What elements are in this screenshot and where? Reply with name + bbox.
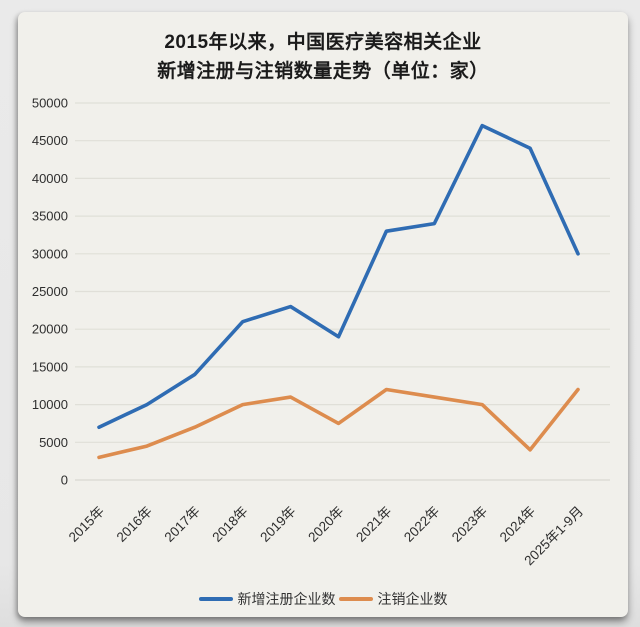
- x-axis-tick-label: 2023年: [449, 504, 490, 545]
- x-axis-tick-label: 2017年: [162, 504, 203, 545]
- x-axis-tick-label: 2016年: [114, 504, 155, 545]
- x-axis-tick-label: 2019年: [257, 504, 298, 545]
- x-axis-tick-label: 2021年: [353, 504, 394, 545]
- legend-line-swatch: [198, 597, 233, 601]
- chart-card: 2015年以来，中国医疗美容相关企业 新增注册与注销数量走势（单位：家） 0 50…: [18, 12, 628, 617]
- chart-title-line1: 2015年以来，中国医疗美容相关企业: [164, 32, 482, 53]
- chart-title: 2015年以来，中国医疗美容相关企业 新增注册与注销数量走势（单位：家）: [18, 28, 628, 86]
- y-axis-tick-label: 50000: [32, 96, 68, 111]
- y-axis-tick-label: 0: [61, 473, 68, 488]
- x-axis-tick-label: 2015年: [66, 504, 107, 545]
- series-line-1: [97, 387, 580, 460]
- y-axis-tick-label: 35000: [32, 209, 68, 224]
- x-axis-tick-label: 2022年: [401, 504, 442, 545]
- y-axis-tick-label: 25000: [32, 284, 68, 299]
- legend-item-1: 注销企业数: [338, 589, 448, 609]
- y-axis-tick-label: 45000: [32, 133, 68, 148]
- legend-line-swatch: [338, 597, 373, 601]
- y-axis-tick-label: 10000: [32, 397, 68, 412]
- y-axis-tick-label: 15000: [32, 359, 68, 374]
- y-axis-tick-label: 40000: [32, 171, 68, 186]
- y-axis-tick-label: 20000: [32, 322, 68, 337]
- line-chart: 0 5000 10000 15000 20000 25000 30000 35000 40000…: [32, 96, 610, 568]
- y-axis-tick-label: 30000: [32, 246, 68, 261]
- chart-legend: 新增注册企业数 注销企业数: [18, 589, 628, 609]
- series-line-0: [97, 123, 580, 430]
- legend-item-0: 新增注册企业数: [198, 589, 336, 609]
- x-axis-tick-label: 2020年: [305, 504, 346, 545]
- legend-item-label: 新增注册企业数: [237, 591, 336, 607]
- chart-title-line2: 新增注册与注销数量走势（单位：家）: [157, 61, 489, 82]
- x-axis-tick-label: 2024年: [497, 504, 538, 545]
- legend-item-label: 注销企业数: [377, 591, 448, 607]
- y-axis-tick-label: 5000: [39, 435, 68, 450]
- x-axis-tick-label: 2018年: [209, 504, 250, 545]
